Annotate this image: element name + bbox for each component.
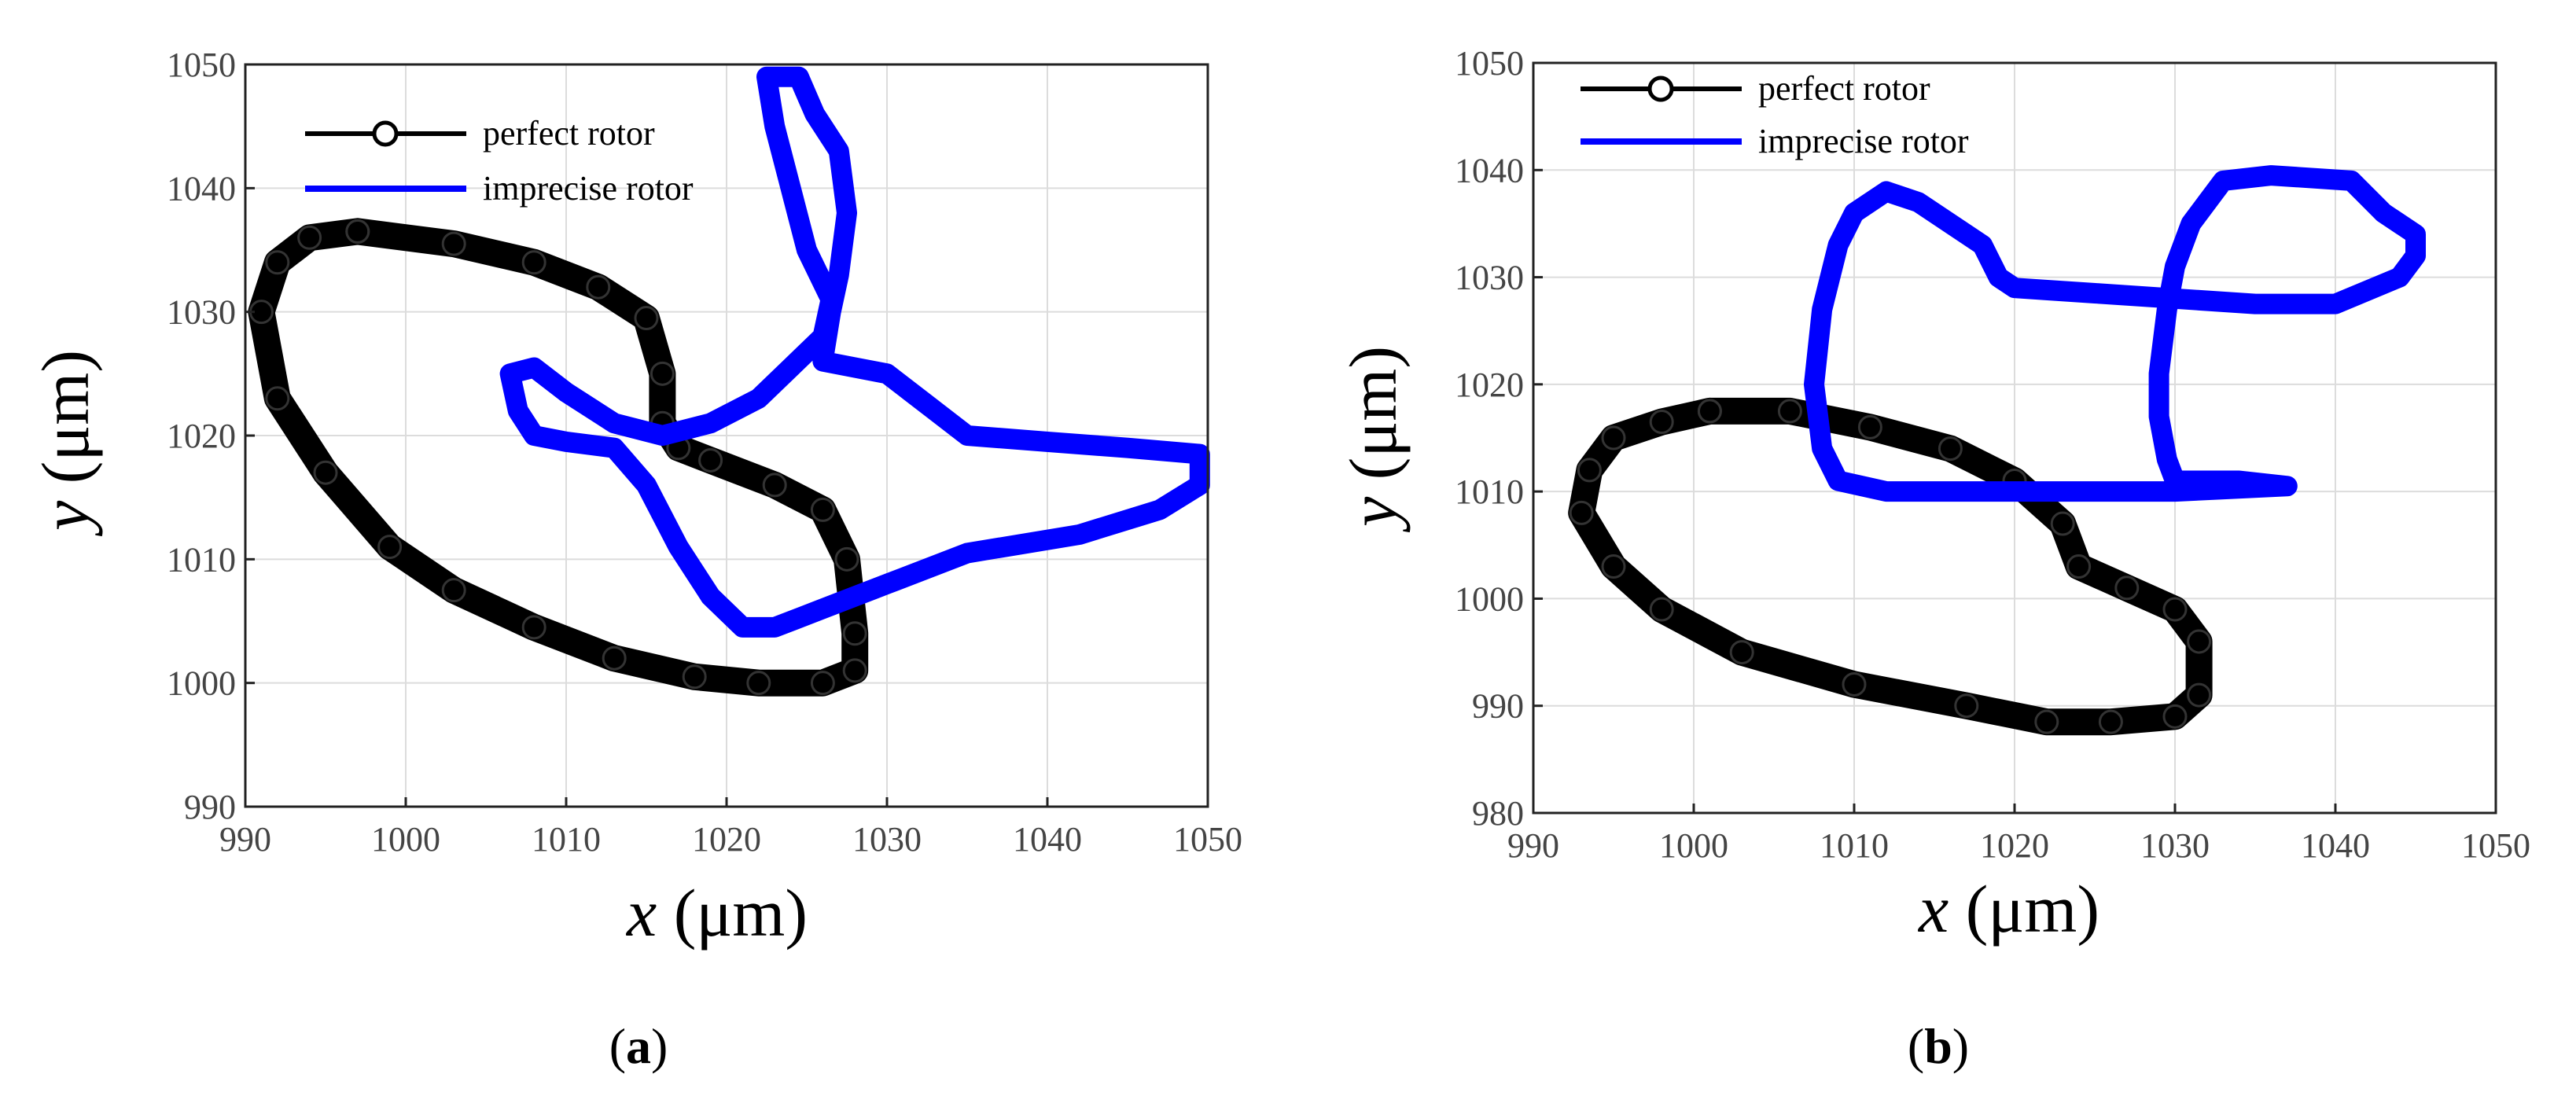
y-tick-label: 980 <box>1472 794 1524 833</box>
perfect-rotor-marker <box>2050 511 2075 536</box>
x-tick-label: 1010 <box>532 820 601 859</box>
perfect-rotor-marker <box>521 250 546 275</box>
perfect-rotor-marker <box>2187 629 2212 654</box>
perfect-rotor-marker <box>2066 554 2092 579</box>
perfect-rotor-marker <box>1729 640 1754 665</box>
perfect-rotor-marker <box>297 225 322 250</box>
perfect-rotor-marker <box>682 664 707 690</box>
panel-caption: (b) <box>1908 1018 1969 1074</box>
perfect-rotor-marker <box>834 546 859 572</box>
perfect-rotor-marker <box>650 361 675 386</box>
legend-label-imprecise-rotor: imprecise rotor <box>483 169 694 208</box>
perfect-rotor-marker <box>1697 399 1722 424</box>
y-tick-label: 1020 <box>1455 366 1524 404</box>
perfect-rotor-marker <box>1777 399 1802 424</box>
perfect-rotor-marker <box>1649 410 1674 435</box>
x-tick-label: 990 <box>219 820 271 859</box>
x-tick-label: 1020 <box>692 820 761 859</box>
x-tick-label: 1030 <box>2140 826 2210 865</box>
x-axis-label: x (μm) <box>625 875 808 951</box>
panel-caption: (a) <box>609 1018 668 1074</box>
perfect-rotor-marker <box>698 447 723 473</box>
y-tick-label: 1040 <box>167 169 236 208</box>
perfect-rotor-marker <box>810 497 835 522</box>
perfect-rotor-marker <box>2162 704 2188 729</box>
y-axis-label: y (μm) <box>28 350 103 537</box>
legend-marker-perfect-rotor <box>1647 75 1674 102</box>
legend-marker-perfect-rotor <box>372 120 399 147</box>
perfect-rotor-marker <box>1601 425 1626 451</box>
legend: perfect rotor imprecise rotor <box>305 114 694 208</box>
perfect-rotor-marker <box>1842 671 1867 697</box>
x-tick-label: 1010 <box>1820 826 1889 865</box>
perfect-rotor-marker <box>634 306 659 331</box>
y-tick-label: 1050 <box>167 46 236 84</box>
y-axis-label: y (μm) <box>1335 346 1411 533</box>
perfect-rotor-marker <box>2034 709 2059 734</box>
perfect-rotor-marker <box>345 219 370 244</box>
perfect-rotor-marker <box>377 535 403 560</box>
perfect-rotor-marker <box>842 658 867 683</box>
perfect-rotor-marker <box>746 671 771 696</box>
x-tick-label: 1000 <box>371 820 440 859</box>
perfect-rotor-marker <box>265 386 290 411</box>
x-axis-label: x (μm) <box>1917 871 2099 947</box>
x-tick-label: 1040 <box>2301 826 2370 865</box>
imprecise-rotor-orbit-line <box>499 66 1210 638</box>
perfect-rotor-marker <box>1649 597 1674 622</box>
y-tick-label: 1030 <box>167 293 236 332</box>
y-tick-label: 990 <box>184 788 236 826</box>
perfect-rotor-marker <box>2098 709 2123 734</box>
x-tick-label: 1000 <box>1659 826 1728 865</box>
legend: perfect rotor imprecise rotor <box>1581 69 1969 160</box>
x-tick-label: 1050 <box>1173 820 1242 859</box>
perfect-rotor-marker <box>441 578 466 603</box>
perfect-rotor-marker <box>2114 576 2140 601</box>
chart-panel-a: 990 1000 1010 1020 1030 1040 1050 990 1000 1010 10… <box>28 46 1242 1074</box>
perfect-rotor-marker <box>1954 693 1979 719</box>
perfect-rotor-marker <box>2162 597 2188 622</box>
y-tick-label: 1040 <box>1455 151 1524 189</box>
x-tick-label: 1050 <box>2461 826 2530 865</box>
y-tick-label: 1010 <box>1455 473 1524 511</box>
x-tick-label: 990 <box>1507 826 1559 865</box>
y-tick-label: 1030 <box>1455 259 1524 297</box>
y-tick-label: 1020 <box>167 417 236 455</box>
x-tick-label: 1020 <box>1980 826 2049 865</box>
y-tick-label: 1000 <box>167 664 236 703</box>
imprecise-rotor-orbit-line <box>1804 165 2426 502</box>
perfect-rotor-orbit-line <box>248 218 869 697</box>
legend-label-perfect-rotor: perfect rotor <box>1758 69 1930 108</box>
y-tick-label: 1050 <box>1455 44 1524 83</box>
chart-panel-b: 990 1000 1010 1020 1030 1040 10509809901000101… <box>1335 44 2530 1074</box>
perfect-rotor-marker <box>586 274 611 300</box>
y-tick-label: 1010 <box>167 540 236 579</box>
legend-label-perfect-rotor: perfect rotor <box>483 114 655 153</box>
perfect-rotor-marker <box>2187 682 2212 708</box>
perfect-rotor-marker <box>1938 436 1963 462</box>
perfect-rotor-marker <box>810 671 835 696</box>
x-tick-label: 1040 <box>1013 820 1082 859</box>
perfect-rotor-marker <box>441 231 466 256</box>
perfect-rotor-marker <box>265 250 290 275</box>
perfect-rotor-marker <box>313 460 338 485</box>
perfect-rotor-marker <box>1857 414 1882 439</box>
perfect-rotor-marker <box>1601 554 1626 579</box>
perfect-rotor-marker <box>521 615 546 640</box>
perfect-rotor-marker <box>842 621 867 646</box>
perfect-rotor-marker <box>762 473 787 498</box>
perfect-rotor-marker <box>1577 458 1602 483</box>
legend-label-imprecise-rotor: imprecise rotor <box>1758 122 1969 160</box>
perfect-rotor-marker <box>602 645 627 671</box>
x-tick-label: 1030 <box>852 820 922 859</box>
y-tick-label: 990 <box>1472 687 1524 726</box>
y-tick-label: 1000 <box>1455 579 1524 618</box>
perfect-rotor-marker <box>1569 500 1594 525</box>
